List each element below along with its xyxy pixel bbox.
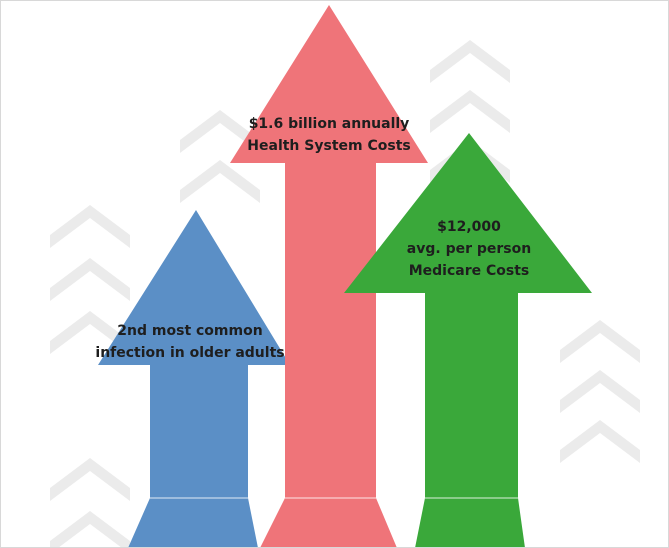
chevron-icon bbox=[430, 40, 510, 83]
chevron-icon bbox=[180, 160, 260, 203]
chevron-icon bbox=[50, 458, 130, 501]
green-arrow-shape bbox=[344, 133, 592, 548]
chevron-icon bbox=[50, 311, 130, 354]
blue-arrow-shape bbox=[98, 210, 290, 548]
blue-arrow-label-line2: infection in older adults bbox=[95, 345, 284, 361]
blue-arrow: 2nd most common infection in older adult… bbox=[95, 210, 290, 548]
green-arrow-label-line3: Medicare Costs bbox=[409, 263, 530, 279]
red-arrow-shape bbox=[230, 5, 428, 548]
chevron-icon bbox=[560, 320, 640, 363]
blue-arrow-label-line1: 2nd most common bbox=[117, 323, 262, 339]
chevron-icon bbox=[560, 420, 640, 463]
chevron-icon bbox=[50, 205, 130, 248]
chevron-icon bbox=[560, 370, 640, 413]
red-arrow-label-line1: $1.6 billion annually bbox=[249, 116, 410, 132]
green-arrow: $12,000 avg. per person Medicare Costs bbox=[344, 133, 592, 548]
red-arrow: $1.6 billion annually Health System Cost… bbox=[230, 5, 428, 548]
green-arrow-label-line1: $12,000 bbox=[437, 219, 501, 235]
green-arrow-label-line2: avg. per person bbox=[407, 241, 531, 257]
chevron-icon bbox=[50, 258, 130, 301]
background-chevrons bbox=[50, 40, 640, 548]
chevron-icon bbox=[50, 511, 130, 548]
red-arrow-label-line2: Health System Costs bbox=[247, 138, 410, 154]
chevron-icon bbox=[180, 110, 260, 153]
chevron-icon bbox=[430, 90, 510, 133]
